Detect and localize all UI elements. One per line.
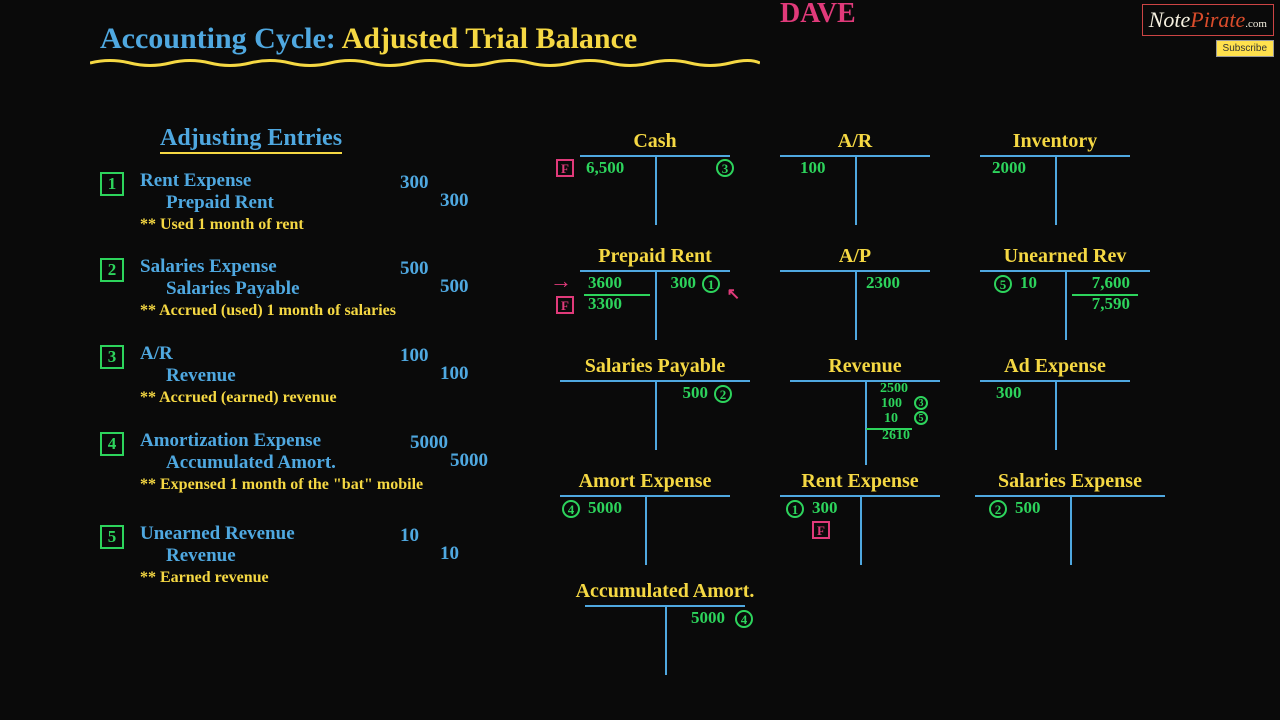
t-inventory: Inventory 2000 <box>980 130 1130 215</box>
credit-value: 300 <box>671 273 697 293</box>
brand-logo: NotePirate.com <box>1142 4 1274 36</box>
debit-account: Salaries Expense <box>140 256 500 278</box>
entry-number-box: 2 <box>100 258 124 282</box>
entry-note: ** Earned revenue <box>140 569 500 587</box>
t-revenue: Revenue 2500 100 3 10 5 2610 <box>790 355 940 460</box>
page-title: Accounting Cycle: Adjusted Trial Balance <box>100 22 637 56</box>
credit-value: 5000 <box>691 608 725 628</box>
t-ap: A/P 2300 <box>780 245 930 330</box>
ref-circle: 2 <box>714 385 732 403</box>
entry-note: ** Accrued (earned) revenue <box>140 389 500 407</box>
debit-value: 300 <box>996 383 1022 403</box>
credit-amount: 5000 <box>450 450 488 472</box>
debit-value: 2000 <box>992 158 1026 178</box>
credit-amount: 100 <box>440 363 469 385</box>
t-salaries-expense: Salaries Expense 2 500 <box>975 470 1165 555</box>
credit-value: 500 <box>683 383 709 403</box>
ref-circle: 3 <box>914 396 928 410</box>
debit-value: 300 <box>812 498 838 518</box>
ref-circle: 5 <box>914 411 928 425</box>
credit-amount: 500 <box>440 276 469 298</box>
debit-value: 3600 <box>588 273 622 293</box>
credit-value: 2300 <box>866 273 900 293</box>
entry-1: 1 Rent Expense Prepaid Rent ** Used 1 mo… <box>100 172 124 196</box>
credit-value: 7,600 <box>1092 273 1130 293</box>
entry-4: 4 Amortization Expense Accumulated Amort… <box>100 432 124 456</box>
entry-note: ** Expensed 1 month of the "bat" mobile <box>140 476 500 494</box>
ref-f: F <box>556 296 574 314</box>
credit-total: 7,590 <box>1092 294 1130 314</box>
ref-circle: 3 <box>716 159 734 177</box>
t-prepaid-rent: Prepaid Rent → 3600 300 1 ↖ F 3300 <box>580 245 730 330</box>
entry-number-box: 3 <box>100 345 124 369</box>
credit-value: 2500 <box>880 381 908 397</box>
debit-value: 5000 <box>588 498 622 518</box>
t-cash: Cash F 6,500 3 <box>580 130 730 215</box>
t-rent-expense: Rent Expense 1 300 F <box>780 470 940 555</box>
entry-2: 2 Salaries Expense Salaries Payable ** A… <box>100 258 124 282</box>
debit-account: Rent Expense <box>140 170 500 192</box>
debit-value: 10 <box>1020 273 1037 293</box>
subscribe-button[interactable]: Subscribe <box>1216 40 1274 57</box>
credit-total: 2610 <box>882 428 910 444</box>
entry-note: ** Used 1 month of rent <box>140 216 500 234</box>
debit-value: 500 <box>1015 498 1041 518</box>
entry-3: 3 A/R Revenue ** Accrued (earned) revenu… <box>100 345 124 369</box>
arrow-icon: ↖ <box>727 284 740 304</box>
adjusting-entries-section: Adjusting Entries <box>160 125 342 152</box>
title-underline <box>90 58 760 68</box>
section-header: Adjusting Entries <box>160 125 342 154</box>
ref-circle: 1 <box>786 500 804 518</box>
debit-account: A/R <box>140 343 500 365</box>
ref-circle: 1 <box>702 275 720 293</box>
title-part2: Adjusted Trial Balance <box>336 22 637 55</box>
debit-value: 6,500 <box>586 158 624 178</box>
debit-value: 100 <box>800 158 826 178</box>
watermark: NotePirate.com Subscribe <box>1142 4 1274 57</box>
credit-amount: 10 <box>440 543 459 565</box>
t-salaries-payable: Salaries Payable 500 2 <box>560 355 750 440</box>
t-amort-expense: Amort Expense 4 5000 <box>560 470 730 555</box>
debit-account: Unearned Revenue <box>140 523 500 545</box>
entry-5: 5 Unearned Revenue Revenue ** Earned rev… <box>100 525 124 549</box>
t-ad-expense: Ad Expense 300 <box>980 355 1130 440</box>
title-author: DAVE <box>780 0 856 30</box>
debit-amount: 500 <box>400 258 429 280</box>
entry-number-box: 5 <box>100 525 124 549</box>
arrow-icon: → <box>550 268 572 294</box>
credit-value: 100 <box>881 396 902 412</box>
ref-circle: 4 <box>562 500 580 518</box>
ref-circle: 2 <box>989 500 1007 518</box>
entry-number-box: 4 <box>100 432 124 456</box>
credit-value: 10 <box>884 411 898 427</box>
debit-amount: 10 <box>400 525 419 547</box>
debit-total: 3300 <box>588 294 622 314</box>
debit-amount: 300 <box>400 172 429 194</box>
credit-amount: 300 <box>440 190 469 212</box>
entry-note: ** Accrued (used) 1 month of salaries <box>140 302 500 320</box>
ref-f: F <box>812 521 830 539</box>
ref-f: F <box>556 159 574 177</box>
entry-number-box: 1 <box>100 172 124 196</box>
ref-circle: 5 <box>994 275 1012 293</box>
debit-amount: 100 <box>400 345 429 367</box>
ref-circle: 4 <box>735 610 753 628</box>
title-part1: Accounting Cycle: <box>100 22 336 55</box>
debit-amount: 5000 <box>410 432 448 454</box>
t-unearned-rev: Unearned Rev 5 10 7,600 7,590 <box>980 245 1150 330</box>
t-accumulated-amort: Accumulated Amort. 5000 4 <box>555 580 775 665</box>
t-ar: A/R 100 <box>780 130 930 215</box>
